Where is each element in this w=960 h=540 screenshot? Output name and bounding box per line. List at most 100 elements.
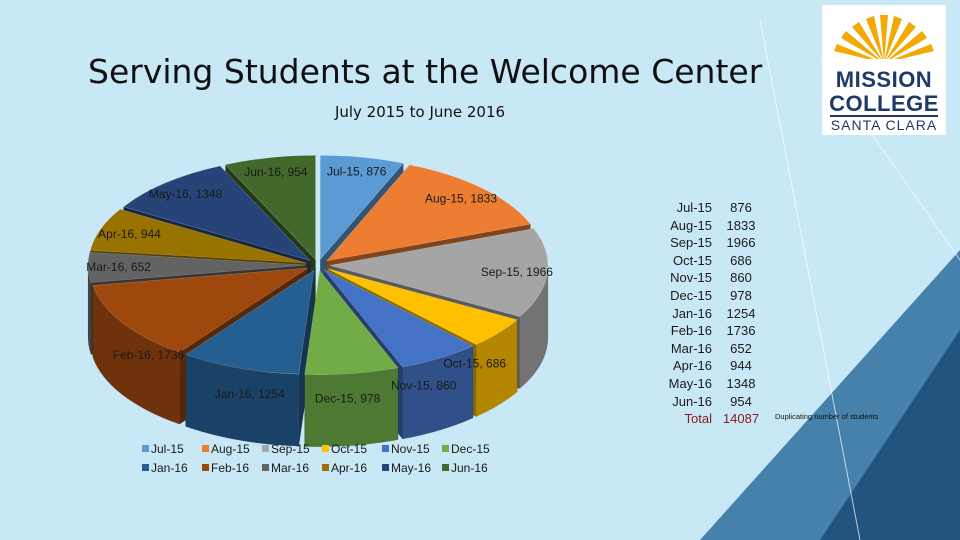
table-value-cell: 1966: [726, 235, 756, 251]
table-month-cell: Oct-15: [672, 252, 712, 268]
data-label-sep-15: Sep-15, 1966: [481, 265, 553, 279]
table-total-value: 14087: [722, 411, 760, 427]
legend-swatch-aug-15: [202, 445, 209, 452]
pie-slice-oct-15: [327, 268, 518, 345]
legend-label-oct-15: Oct-15: [331, 442, 367, 456]
legend-label-jan-16: Jan-16: [151, 461, 188, 475]
legend-swatch-jun-16: [442, 464, 449, 471]
pie-data-labels: Jul-15, 876 Aug-15, 1833 Sep-15, 1966 Oct-1…: [86, 165, 553, 406]
data-label-jun-16: Jun-16, 954: [244, 165, 308, 179]
table-month-cell: Aug-15: [670, 217, 712, 233]
logo-line-2: COLLEGE: [829, 91, 939, 116]
chart-legend: Jul-15 Aug-15 Sep-15 Oct-15 Nov-15 Dec-15 Jan-…: [142, 442, 490, 475]
legend-swatch-jul-15: [142, 445, 149, 452]
data-label-oct-15: Oct-15, 686: [443, 357, 506, 371]
pie-slice-sep-15: [329, 228, 549, 317]
pie-slice-may-16: [122, 165, 312, 262]
pie-top-faces: [87, 155, 549, 375]
slide-title: Serving Students at the Welcome Center: [88, 52, 763, 91]
table-month-cell: Jan-16: [672, 305, 712, 321]
pie-slice-aug-15: [325, 164, 531, 262]
data-label-jul-15: Jul-15, 876: [327, 165, 387, 179]
legend-swatch-oct-15: [322, 445, 329, 452]
legend-label-jul-15: Jul-15: [151, 442, 184, 456]
pie-slice-apr-16: [89, 208, 307, 264]
table-total-row: Total 14087: [660, 410, 760, 428]
table-month-cell: Feb-16: [670, 323, 712, 339]
slide-subtitle: July 2015 to June 2016: [334, 103, 506, 121]
sunburst-icon: [832, 15, 936, 67]
logo-divider: [830, 115, 938, 117]
legend-swatch-dec-15: [442, 445, 449, 452]
table-value-cell: 954: [730, 393, 752, 409]
table-value-cell: 1833: [726, 217, 756, 233]
table-row: Apr-16 944: [660, 357, 760, 375]
slice-outer-wall-oct-15: [475, 319, 518, 418]
legend-label-nov-15: Nov-15: [391, 442, 430, 456]
table-value-cell: 876: [730, 200, 752, 215]
slice-outer-wall-dec-15: [304, 367, 399, 447]
data-label-jan-16: Jan-16, 1254: [215, 387, 285, 401]
legend-label-aug-15: Aug-15: [211, 442, 250, 456]
legend-label-mar-16: Mar-16: [271, 461, 309, 475]
data-label-aug-15: Aug-15, 1833: [425, 192, 497, 206]
legend-label-dec-15: Dec-15: [451, 442, 490, 456]
data-label-may-16: May-16, 1348: [149, 187, 223, 201]
table-value-cell: 652: [730, 340, 752, 356]
footnote: Duplicating number of students: [775, 412, 879, 421]
legend-label-apr-16: Apr-16: [331, 461, 367, 475]
legend-label-jun-16: Jun-16: [451, 461, 488, 475]
table-row: Dec-15 978: [660, 287, 760, 305]
table-value-cell: 1736: [726, 323, 756, 339]
legend-label-feb-16: Feb-16: [211, 461, 249, 475]
table-value-cell: 978: [730, 287, 752, 303]
table-value-cell: 944: [730, 358, 752, 374]
college-logo: MISSION COLLEGE SANTA CLARA: [822, 5, 946, 135]
table-row: May-16 1348: [660, 375, 760, 393]
legend-swatch-jan-16: [142, 464, 149, 471]
table-value-cell: 1254: [726, 305, 756, 321]
pie-slice-dec-15: [304, 269, 399, 375]
table-month-cell: May-16: [668, 375, 712, 391]
data-table: Jul-15 876 Aug-15 1833 Sep-15 1966 Oct-15 686 No…: [660, 199, 760, 428]
table-month-cell: Dec-15: [670, 287, 712, 303]
legend-swatch-apr-16: [322, 464, 329, 471]
data-label-feb-16: Feb-16, 1736: [113, 348, 185, 362]
legend-label-may-16: May-16: [391, 461, 431, 475]
legend-label-sep-15: Sep-15: [271, 442, 310, 456]
legend-swatch-nov-15: [382, 445, 389, 452]
table-row: Feb-16 1736: [660, 322, 760, 340]
legend-swatch-sep-15: [262, 445, 269, 452]
table-month-cell: Nov-15: [670, 270, 712, 286]
pie-slice-nov-15: [324, 269, 474, 368]
table-row: Aug-15 1833: [660, 217, 760, 235]
table-value-cell: 1348: [726, 375, 756, 391]
data-label-dec-15: Dec-15, 978: [315, 392, 381, 406]
pie-slice-mar-16: [87, 252, 307, 283]
table-row: Mar-16 652: [660, 340, 760, 358]
table-month-cell: Jun-16: [672, 393, 712, 409]
table-month-cell: Sep-15: [670, 235, 712, 251]
legend-swatch-may-16: [382, 464, 389, 471]
pie-slice-jan-16: [185, 269, 315, 375]
table-value-cell: 686: [730, 252, 752, 268]
table-row: Jan-16 1254: [660, 305, 760, 323]
table-row: Oct-15 686: [660, 252, 760, 270]
data-label-mar-16: Mar-16, 652: [86, 260, 151, 274]
data-label-apr-16: Apr-16, 944: [98, 227, 161, 241]
table-total-label: Total: [684, 411, 712, 427]
table-row: Sep-15 1966: [660, 234, 760, 252]
table-month-cell: Mar-16: [670, 340, 712, 356]
legend-swatch-mar-16: [262, 464, 269, 471]
table-value-cell: 860: [730, 270, 752, 286]
pie-slice-jun-16: [224, 155, 316, 261]
pie-slice-feb-16: [92, 267, 308, 353]
legend-swatch-feb-16: [202, 464, 209, 471]
pie-slice-jul-15: [320, 155, 404, 261]
table-month-cell: Jul-15: [676, 200, 712, 215]
data-label-nov-15: Nov-15, 860: [391, 378, 457, 392]
logo-line-3: SANTA CLARA: [830, 117, 938, 133]
logo-line-1: MISSION: [835, 67, 933, 92]
